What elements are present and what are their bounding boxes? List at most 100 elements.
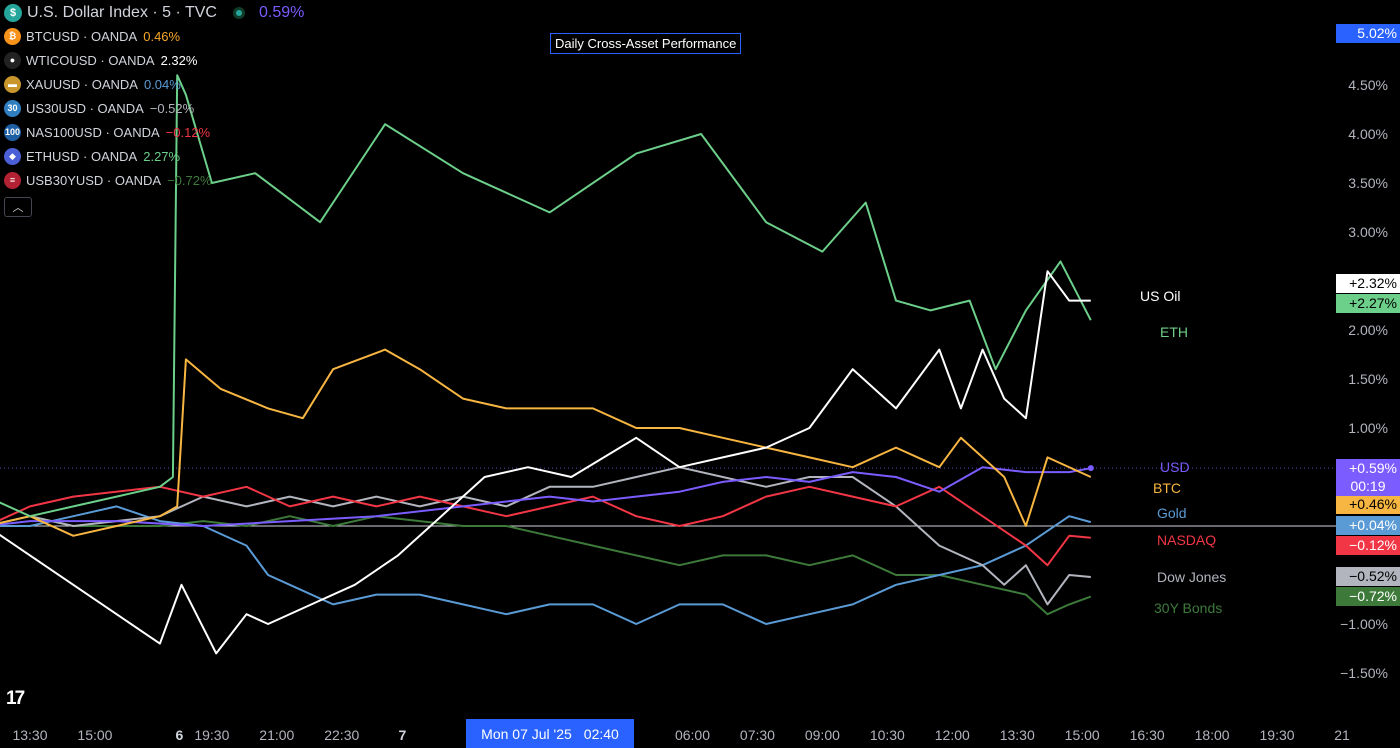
legend-symbol-change: −0.72% xyxy=(167,172,212,188)
value-badge-label: +0.04% xyxy=(1349,517,1397,533)
legend-row-btc[interactable]: ₿ BTCUSD · OANDA 0.46% xyxy=(4,24,304,48)
legend-symbol-label: USB30YUSD · OANDA xyxy=(26,172,162,188)
chart-series-labels: US Oil +2.32% ETH +2.27% USD +0.59% BTC +0.46% G… xyxy=(1140,24,1400,616)
chart-axes: 4.50% 4.00% 3.50% 3.00% 2.00% 1.50% 1.00% −1.00… xyxy=(12,77,1388,743)
value-badge xyxy=(1336,495,1400,514)
series-line-us-oil xyxy=(0,270,1091,655)
value-badge xyxy=(1336,294,1400,313)
series-line-nasdaq xyxy=(0,485,1091,567)
x-tick-label: 19:30 xyxy=(1260,727,1295,743)
ethereum-icon: ◆ xyxy=(4,147,21,165)
series-line-btc xyxy=(0,348,1092,537)
series-name-label: ETH xyxy=(1160,324,1188,340)
usd-last-point xyxy=(1087,465,1094,472)
legend-symbol-change: 2.32% xyxy=(160,52,198,68)
x-tick-label: 6 xyxy=(175,727,183,743)
legend-symbol-change: −0.52% xyxy=(149,100,195,116)
value-badge xyxy=(1336,516,1400,535)
value-badge xyxy=(1336,536,1400,555)
series-line-gold xyxy=(0,505,1092,625)
chart-grid xyxy=(0,467,1400,527)
series-name-label: NASDAQ xyxy=(1157,532,1216,548)
x-tick-label: 15:00 xyxy=(1065,727,1100,743)
crosshair-date: Mon 07 Jul '25 xyxy=(481,725,572,742)
countdown-badge xyxy=(1336,477,1400,496)
series-line-usd xyxy=(0,466,1091,527)
x-tick-label: 21:00 xyxy=(259,727,294,743)
x-tick-label: 07:30 xyxy=(740,727,775,743)
x-tick-label: 18:00 xyxy=(1195,727,1230,743)
y-tick-label: 3.00% xyxy=(1348,224,1388,240)
y-tick-label: 4.00% xyxy=(1348,126,1388,142)
collapse-legend-button[interactable]: ︿ xyxy=(4,197,32,217)
legend-row-nas[interactable]: 100 NAS100USD · OANDA −0.12% xyxy=(4,120,304,144)
legend-symbol-label: BTCUSD · OANDA xyxy=(26,28,138,44)
series-line-eth xyxy=(0,74,1092,518)
nas100-icon: 100 xyxy=(4,123,21,141)
series-line-dow-jones xyxy=(0,466,1091,606)
value-badge xyxy=(1336,274,1400,293)
series-name-label: Dow Jones xyxy=(1157,569,1226,585)
y-tick-label: 1.50% xyxy=(1348,371,1388,387)
gold-bars-icon: ▬ xyxy=(4,75,21,93)
legend-row-us30[interactable]: 30 US30USD · OANDA −0.52% xyxy=(4,96,304,120)
chart-series xyxy=(0,74,1094,655)
bitcoin-icon: ₿ xyxy=(4,27,21,45)
x-tick-label: 21 xyxy=(1334,727,1350,743)
crosshair-time: 02:40 xyxy=(583,725,619,742)
legend-row-xau[interactable]: ▬ XAUUSD · OANDA 0.04% xyxy=(4,72,304,96)
countdown-label: 00:19 xyxy=(1350,478,1385,494)
legend-symbol-change: 2.27% xyxy=(143,148,181,164)
x-tick-label: 06:00 xyxy=(675,727,710,743)
crosshair-time-badge: Mon 07 Jul '25 02:40 xyxy=(466,719,634,748)
series-name-label: USD xyxy=(1160,459,1190,475)
x-tick-label: 16:30 xyxy=(1130,727,1165,743)
value-badge-label: −0.72% xyxy=(1349,588,1397,604)
top-scale-badge xyxy=(1336,24,1400,43)
dollar-icon: $ xyxy=(4,4,22,22)
series-name-label: 30Y Bonds xyxy=(1154,600,1222,616)
legend-row-eth[interactable]: ◆ ETHUSD · OANDA 2.27% xyxy=(4,144,304,168)
legend-symbol-change: −0.12% xyxy=(165,124,211,140)
x-tick-label: 12:00 xyxy=(935,727,970,743)
chevron-up-icon: ︿ xyxy=(12,202,24,214)
us30-icon: 30 xyxy=(4,99,21,117)
legend-row-wti[interactable]: ● WTICOUSD · OANDA 2.32% xyxy=(4,48,304,72)
symbol-legend: $ U.S. Dollar Index · 5 · TVC 0.59% ₿ BTC… xyxy=(4,2,304,217)
series-line-30y-bonds xyxy=(0,515,1092,616)
series-name-label: Gold xyxy=(1157,505,1187,521)
main-symbol-change: 0.59% xyxy=(258,4,305,21)
chart-title-box[interactable]: Daily Cross-Asset Performance xyxy=(550,33,742,54)
legend-symbol-label: WTICOUSD · OANDA xyxy=(26,52,155,68)
value-badge-label: +0.46% xyxy=(1349,496,1397,512)
x-tick-label: 7 xyxy=(398,727,406,743)
value-badge-label: −0.52% xyxy=(1349,568,1397,584)
legend-symbol-label: XAUUSD · OANDA xyxy=(26,76,138,92)
y-tick-label: 4.50% xyxy=(1348,77,1388,93)
tradingview-logo[interactable]: 17 xyxy=(6,688,25,709)
series-name-label: US Oil xyxy=(1140,288,1180,304)
x-tick-label: 13:30 xyxy=(12,727,47,743)
x-tick-label: 15:00 xyxy=(77,727,112,743)
x-tick-label: 13:30 xyxy=(1000,727,1035,743)
us-flag-icon: ≡ xyxy=(4,171,21,189)
legend-row-bond[interactable]: ≡ USB30YUSD · OANDA −0.72% xyxy=(4,168,304,192)
y-tick-label: −1.50% xyxy=(1340,665,1388,681)
legend-symbol-change: 0.04% xyxy=(143,76,181,92)
value-badge xyxy=(1336,459,1400,478)
x-tick-label: 19:30 xyxy=(194,727,229,743)
oil-drop-icon: ● xyxy=(4,51,21,69)
value-badge-label: −0.12% xyxy=(1349,537,1397,553)
value-badge-label: +0.59% xyxy=(1349,460,1397,476)
value-badge xyxy=(1336,587,1400,606)
y-tick-label: −1.00% xyxy=(1340,616,1388,632)
x-tick-label: 10:30 xyxy=(870,727,905,743)
y-tick-label: 3.50% xyxy=(1348,175,1388,191)
legend-row-main[interactable]: $ U.S. Dollar Index · 5 · TVC 0.59% xyxy=(4,2,304,24)
value-badge-label: +2.32% xyxy=(1349,275,1397,291)
series-name-label: BTC xyxy=(1153,480,1181,496)
top-scale-badge-label: 5.02% xyxy=(1357,25,1397,41)
y-tick-label: 1.00% xyxy=(1348,420,1388,436)
legend-symbol-label: US30USD · OANDA xyxy=(26,100,144,116)
